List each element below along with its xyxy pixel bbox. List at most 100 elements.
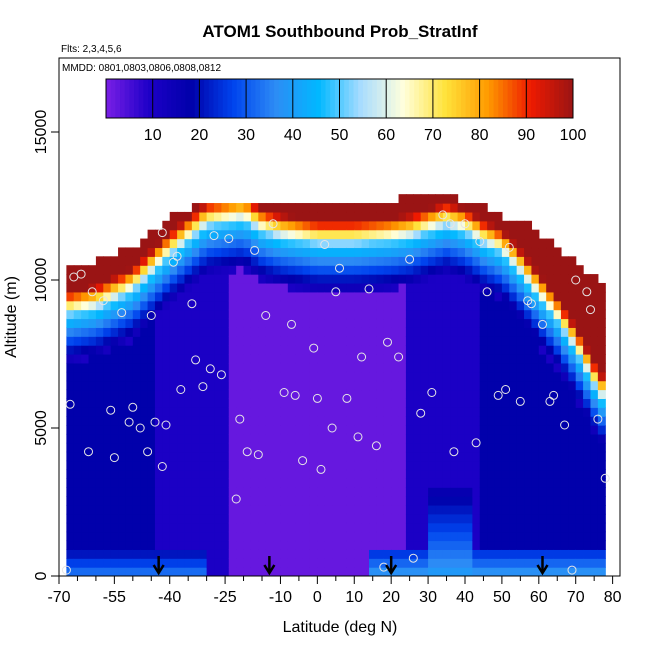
heat-cell xyxy=(258,469,267,479)
heat-cell xyxy=(354,451,363,462)
heat-cell xyxy=(302,407,311,417)
heat-cell xyxy=(376,318,385,328)
heat-cell xyxy=(428,478,437,488)
heat-cell xyxy=(169,460,178,471)
heat-cell xyxy=(487,504,496,515)
heat-cell xyxy=(243,327,252,337)
heat-cell xyxy=(516,416,525,426)
heat-cell xyxy=(162,389,171,399)
heat-cell xyxy=(118,513,127,524)
heat-cell xyxy=(435,371,444,382)
observation-point xyxy=(216,370,226,380)
heat-cell xyxy=(553,451,562,462)
heat-cell xyxy=(361,291,370,302)
heat-cell xyxy=(450,416,459,426)
colorbar-swatch xyxy=(526,79,532,118)
heat-cell xyxy=(442,407,451,417)
observation-point xyxy=(357,352,367,362)
heat-cell xyxy=(184,256,193,266)
heat-cell xyxy=(221,238,230,249)
heat-cell xyxy=(258,318,267,328)
heat-cell xyxy=(295,549,304,559)
heat-cell xyxy=(391,220,400,231)
heat-cell xyxy=(464,354,473,364)
heat-cell xyxy=(376,354,385,364)
heat-cell xyxy=(487,327,496,337)
heat-cell xyxy=(575,531,584,542)
heat-cell xyxy=(199,487,208,497)
heat-cell xyxy=(560,300,569,311)
heat-cell xyxy=(487,256,496,266)
heat-cell xyxy=(487,478,496,488)
heat-cell xyxy=(103,567,112,576)
observation-point xyxy=(545,396,555,406)
colorbar-swatch xyxy=(148,79,154,118)
observation-point xyxy=(582,287,592,297)
heat-cell xyxy=(538,309,547,320)
heat-cell xyxy=(428,451,437,462)
heat-cell xyxy=(118,487,127,497)
heat-cell xyxy=(435,318,444,328)
heat-cell xyxy=(250,442,259,453)
heat-cell xyxy=(177,300,186,311)
heat-cell xyxy=(583,416,592,426)
heat-cell xyxy=(501,558,510,568)
heat-cell xyxy=(501,469,510,479)
heat-cell xyxy=(280,460,289,471)
heat-cell xyxy=(332,274,341,284)
heat-cell xyxy=(66,318,75,328)
heat-cell xyxy=(583,425,592,435)
heat-cell xyxy=(568,504,577,515)
observation-point xyxy=(69,272,79,282)
heat-cell xyxy=(295,203,304,213)
heat-cell xyxy=(147,371,156,382)
heat-cell xyxy=(221,318,230,328)
heat-cell xyxy=(435,362,444,373)
heat-cell xyxy=(487,442,496,453)
heat-cell xyxy=(538,416,547,426)
heat-cell xyxy=(243,336,252,346)
heat-cell xyxy=(354,220,363,231)
heat-cell xyxy=(273,496,282,506)
colorbar-swatch xyxy=(129,79,135,118)
heat-cell xyxy=(538,354,547,364)
heat-cell xyxy=(524,425,533,435)
heat-cell xyxy=(66,425,75,435)
heat-cell xyxy=(206,442,215,453)
heat-cell xyxy=(420,256,429,266)
heat-cell xyxy=(81,451,90,462)
heat-cell xyxy=(118,362,127,373)
heat-cell xyxy=(317,451,326,462)
heat-cell xyxy=(442,247,451,257)
observation-point xyxy=(309,343,319,353)
heat-cell xyxy=(81,380,90,391)
heat-cell xyxy=(81,345,90,355)
heat-cell xyxy=(287,504,296,515)
heat-cell xyxy=(199,362,208,373)
heat-cell xyxy=(501,345,510,355)
heat-cell xyxy=(428,496,437,506)
heat-cell xyxy=(413,416,422,426)
heat-cell xyxy=(369,380,378,391)
heat-cell xyxy=(280,203,289,213)
heat-cell xyxy=(575,496,584,506)
heat-cell xyxy=(457,371,466,382)
heat-cell xyxy=(450,549,459,559)
heat-cell xyxy=(280,229,289,240)
heat-cell xyxy=(103,309,112,320)
heat-cell xyxy=(568,300,577,311)
heat-cell xyxy=(391,229,400,240)
flight-markers xyxy=(152,556,549,576)
heat-cell xyxy=(590,460,599,471)
heat-cell xyxy=(568,433,577,444)
heat-cell xyxy=(435,220,444,231)
heat-cell xyxy=(442,274,451,284)
heat-cell xyxy=(103,531,112,542)
heat-cell xyxy=(295,380,304,391)
heat-cell xyxy=(398,407,407,417)
heat-cell xyxy=(162,265,171,275)
heat-cell xyxy=(524,229,533,240)
heat-cell xyxy=(317,504,326,515)
heat-cell xyxy=(154,274,163,284)
heat-cell xyxy=(583,309,592,320)
